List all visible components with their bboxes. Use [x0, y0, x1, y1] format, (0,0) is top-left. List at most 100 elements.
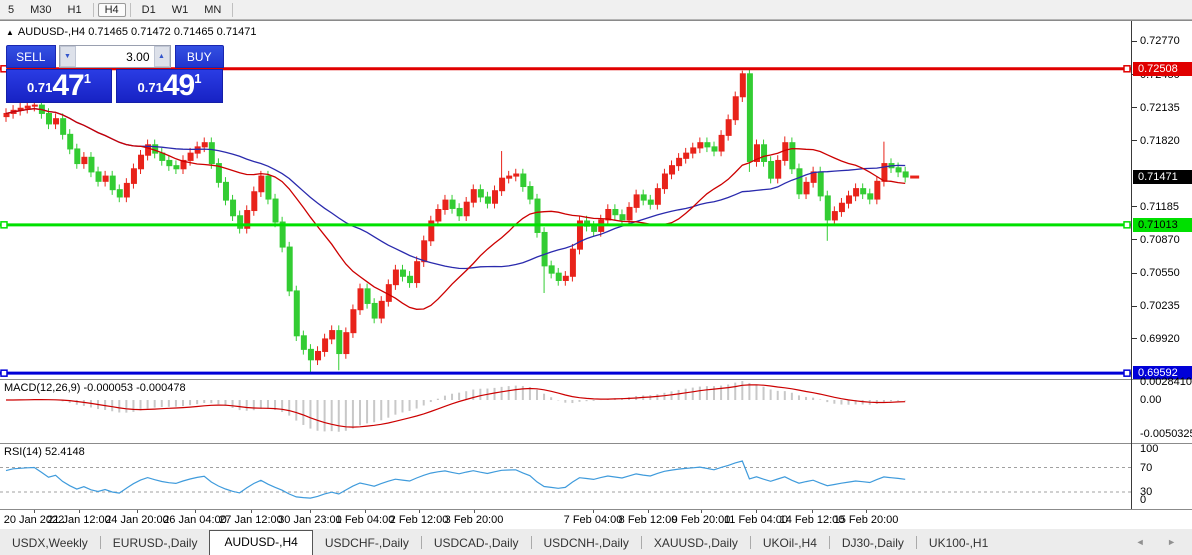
buy-price-big: 49: [162, 69, 195, 102]
main-price-panel: ▲ AUDUSD-,H4 0.71465 0.71472 0.71465 0.71…: [0, 21, 1131, 379]
time-tick-mark: [137, 510, 138, 513]
price-tick-mark: [1132, 239, 1137, 241]
timeframe-button-h4[interactable]: H4: [97, 2, 126, 17]
price-badge: 0.71013: [1133, 217, 1192, 232]
price-tick-mark: [1132, 40, 1137, 42]
tab-separator: [530, 536, 532, 549]
rsi-value: 52.4148: [44, 446, 85, 458]
macd-chart-canvas[interactable]: [0, 380, 1131, 443]
price-tick-label: 0.70235: [1140, 300, 1180, 313]
price-tick-mark: [1132, 107, 1137, 109]
sell-button[interactable]: SELL: [6, 45, 56, 68]
buy-price-sup: 1: [194, 71, 202, 86]
chart-symbol-label: AUDUSD-,H4: [17, 26, 86, 38]
timeframe-button-m30[interactable]: M30: [30, 3, 52, 16]
time-tick-mark: [34, 510, 35, 513]
time-tick-label: 15 Feb 20:00: [833, 514, 899, 526]
tab-xauusd-daily[interactable]: XAUUSD-,Daily: [653, 536, 738, 550]
time-tick-mark: [474, 510, 475, 513]
macd-panel: MACD(12,26,9) -0.000053 -0.000478: [0, 379, 1131, 443]
price-tick-mark: [1132, 272, 1137, 274]
price-tick-mark: [1132, 140, 1137, 142]
buy-price-box[interactable]: 0.71 49 1: [116, 69, 223, 103]
rsi-scale-label: 70: [1140, 461, 1153, 474]
price-tick-label: 0.70870: [1140, 233, 1180, 246]
rsi-chart-canvas[interactable]: [0, 444, 1131, 509]
price-chart-canvas[interactable]: [0, 21, 1131, 379]
toolbar-separator: [92, 2, 94, 17]
collapse-panel-icon[interactable]: ▲: [6, 28, 14, 37]
tab-uk100-h1[interactable]: UK100-,H1: [928, 536, 989, 550]
timeframe-toolbar: 5 M30 H1 H4 D1 W1 MN: [0, 0, 1192, 20]
sell-price-box[interactable]: 0.71 47 1: [6, 69, 112, 103]
price-tick-label: 0.72770: [1140, 35, 1180, 48]
price-tick-mark: [1132, 338, 1137, 340]
axis-separator: [1132, 443, 1192, 444]
time-tick-mark: [648, 510, 649, 513]
tab-scroll-arrows[interactable]: ◄ ►: [1135, 537, 1186, 547]
buy-price-base: 0.71: [137, 80, 163, 95]
time-tick-label: 1 Feb 04:00: [335, 514, 395, 526]
timeframe-button-5[interactable]: 5: [8, 3, 15, 16]
time-tick-label: 2 Feb 12:00: [389, 514, 449, 526]
price-badge: 0.72508: [1133, 61, 1192, 76]
macd-label: MACD(12,26,9) -0.000053 -0.000478: [4, 382, 186, 394]
tab-ukoil-h4[interactable]: UKOil-,H4: [762, 536, 817, 550]
time-tick-label: 11 Feb 04:00: [723, 514, 789, 526]
tab-eurusd-daily[interactable]: EURUSD-,Daily: [112, 536, 198, 550]
sell-price-base: 0.71: [27, 80, 53, 95]
timeframe-button-mn[interactable]: MN: [204, 3, 222, 16]
time-tick-label: 7 Feb 04:00: [563, 514, 623, 526]
tab-dj30-daily[interactable]: DJ30-,Daily: [841, 536, 904, 550]
tab-usdcad-daily[interactable]: USDCAD-,Daily: [433, 536, 519, 550]
time-tick-label: 27 Jan 12:00: [219, 514, 283, 526]
rsi-scale-label: 0: [1140, 494, 1147, 506]
price-badge: 0.69592: [1133, 366, 1192, 381]
time-tick-mark: [866, 510, 867, 513]
volume-increase-button[interactable]: ▲: [153, 46, 170, 67]
time-tick-label: 14 Feb 12:00: [779, 514, 845, 526]
sell-price-big: 47: [52, 69, 84, 102]
tab-audusd-h4[interactable]: AUDUSD-,H4: [209, 530, 313, 555]
macd-values: -0.000053 -0.000478: [83, 382, 186, 394]
toolbar-separator: [129, 2, 131, 17]
timeframe-button-h1[interactable]: H1: [67, 3, 82, 16]
volume-decrease-button[interactable]: ▼: [59, 46, 76, 67]
tab-usdx-weekly[interactable]: USDX,Weekly: [12, 536, 88, 550]
time-tick-mark: [419, 510, 420, 513]
buy-button[interactable]: BUY: [174, 45, 224, 68]
time-tick-mark: [756, 510, 757, 513]
timeframe-button-w1[interactable]: W1: [171, 3, 189, 16]
tab-separator: [828, 536, 830, 549]
chart-ohlc-values: 0.71465 0.71472 0.71465 0.71471: [88, 26, 257, 38]
tab-separator: [99, 536, 101, 549]
timeframe-button-d1[interactable]: D1: [141, 3, 156, 16]
axis-separator: [1132, 379, 1192, 380]
time-tick-mark: [251, 510, 252, 513]
volume-input[interactable]: [75, 46, 154, 67]
tab-usdcnh-daily[interactable]: USDCNH-,Daily: [543, 536, 629, 550]
rsi-scale-label: 100: [1140, 443, 1159, 456]
time-tick-mark: [310, 510, 311, 513]
price-tick-mark: [1132, 206, 1137, 208]
time-tick-label: 8 Feb 12:00: [618, 514, 678, 526]
tab-usdchf-daily[interactable]: USDCHF-,Daily: [324, 536, 409, 550]
rsi-panel: RSI(14) 52.4148: [0, 443, 1131, 509]
time-tick-label: 3 Feb 20:00: [444, 514, 504, 526]
tab-separator: [749, 536, 751, 549]
price-tick-label: 0.71820: [1140, 134, 1180, 147]
symbol-tabbar: USDX,Weekly EURUSD-,Daily AUDUSD-,H4 USDCHF…: [0, 529, 1192, 555]
time-tick-label: 20 Jan 2022: [3, 514, 65, 526]
price-tick-label: 0.69920: [1140, 332, 1180, 345]
price-badge: 0.71471: [1133, 170, 1192, 185]
tab-separator: [915, 536, 917, 549]
macd-scale-label: 0.0028410: [1140, 376, 1192, 388]
price-axis[interactable]: 0.727700.724500.721350.718200.711850.708…: [1131, 21, 1192, 509]
macd-scale-label: 0.00: [1140, 394, 1162, 406]
time-tick-mark: [812, 510, 813, 513]
sell-price-sup: 1: [83, 71, 91, 86]
tab-separator: [420, 536, 422, 549]
tab-separator: [640, 536, 642, 549]
